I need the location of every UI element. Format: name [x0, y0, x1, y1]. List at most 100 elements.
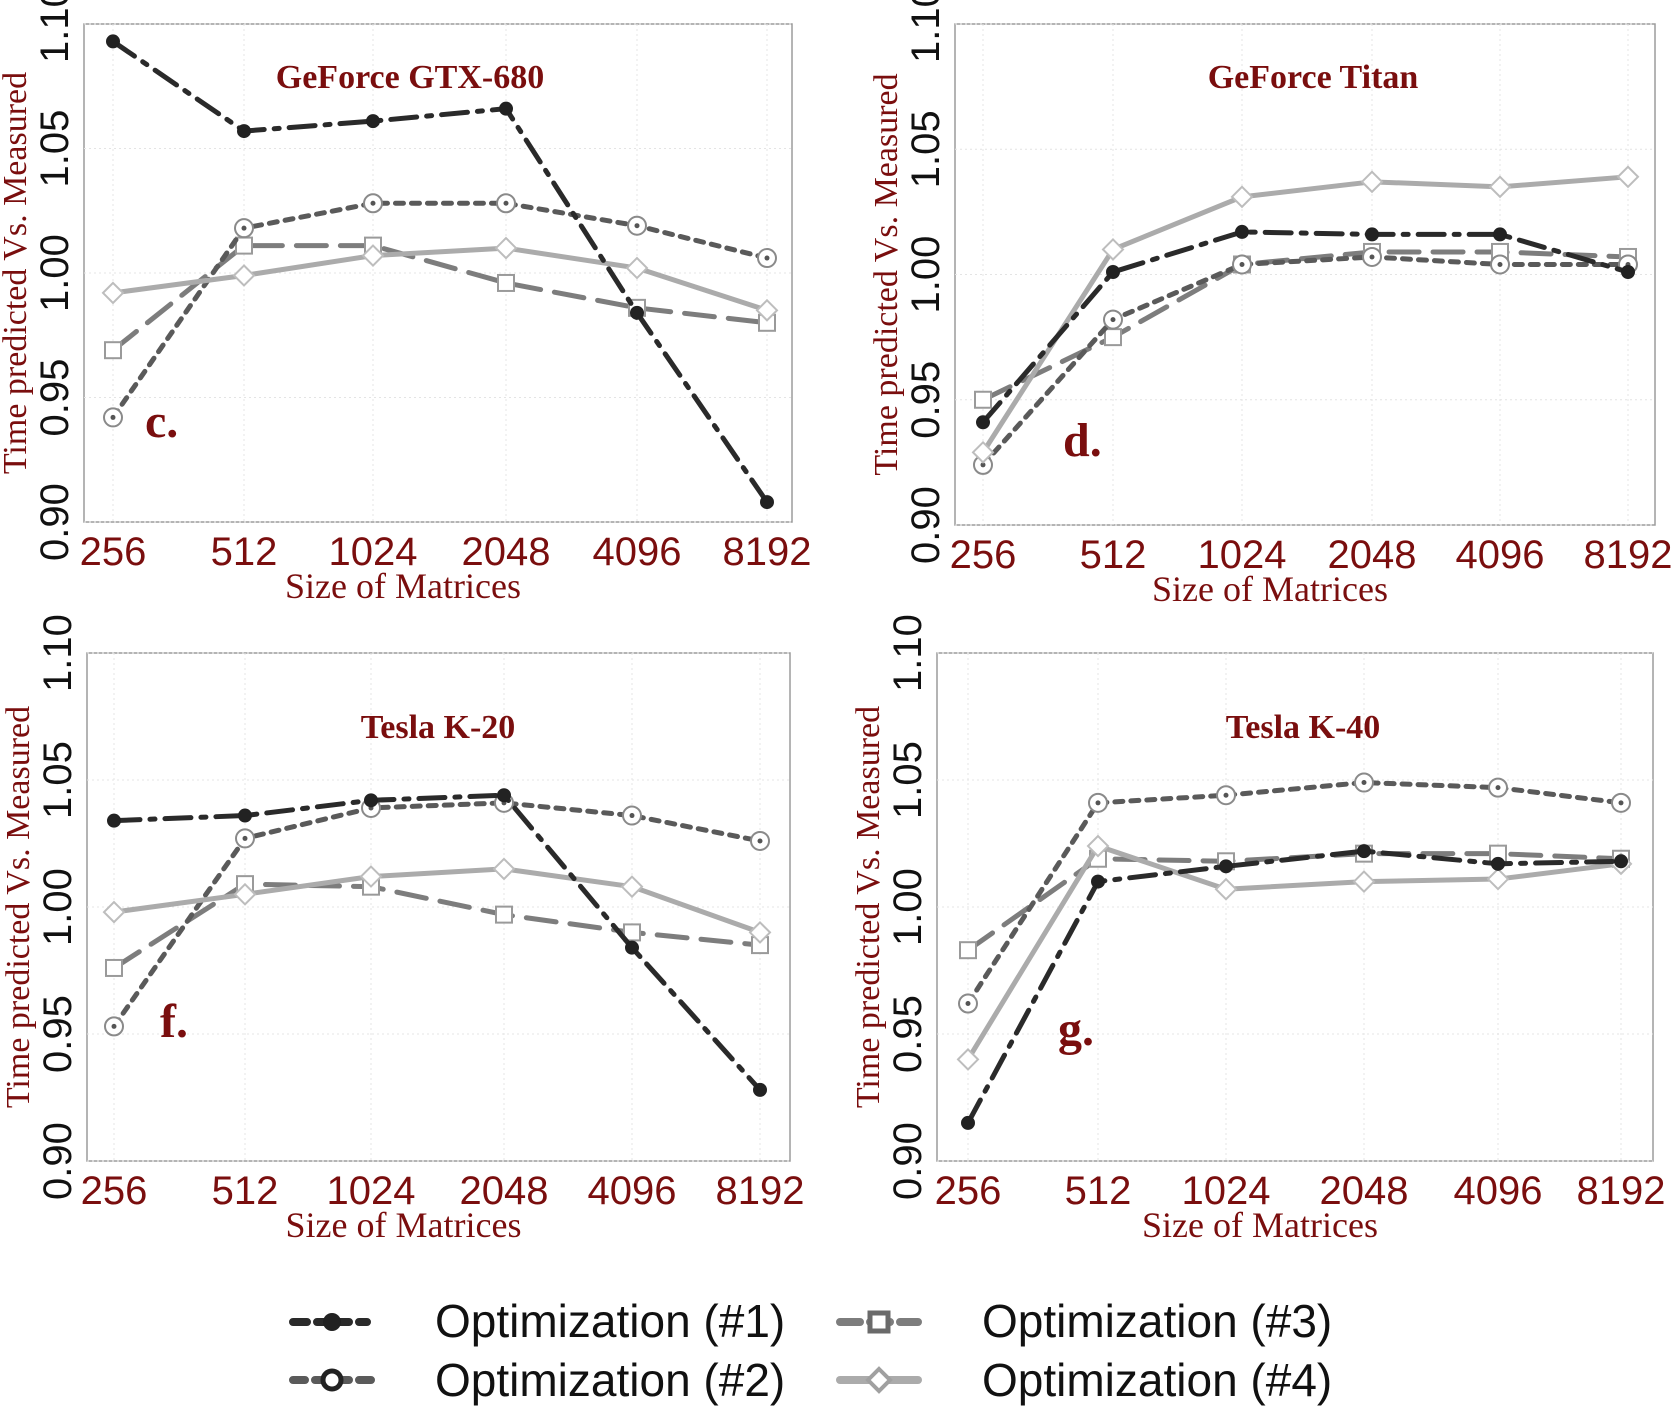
data-point	[620, 875, 644, 899]
series-1	[107, 788, 767, 1097]
series-line	[110, 243, 770, 353]
chart-title: GeForce Titan	[1208, 59, 1419, 96]
data-point-dot	[764, 255, 770, 261]
y-tick-label: 1.05	[33, 110, 77, 188]
data-point	[622, 805, 642, 826]
data-point	[105, 958, 123, 977]
legend-marker	[320, 1368, 344, 1392]
series-2	[973, 246, 1638, 475]
data-point	[750, 830, 770, 851]
data-point-dot	[503, 200, 509, 206]
x-tick-label: 256	[81, 1169, 148, 1213]
data-point-dot	[1369, 254, 1375, 260]
series-line	[965, 780, 1624, 1007]
legend-marker	[867, 1310, 891, 1334]
legend: Optimization (#1) Optimization (#2) Optimi…	[289, 1295, 1332, 1406]
x-tick-label: 2048	[460, 1169, 549, 1213]
x-tick-label: 4096	[1456, 533, 1545, 577]
data-point-dot	[1110, 317, 1116, 323]
legend-label: Optimization (#3)	[982, 1295, 1332, 1347]
y-tick-label: 0.90	[904, 486, 948, 564]
series-line	[110, 200, 770, 420]
panel-label: g.	[1058, 1003, 1094, 1056]
series-2	[103, 193, 777, 428]
y-axis-label: Time predicted Vs. Measured	[868, 73, 905, 475]
data-point	[361, 244, 385, 267]
y-tick-label: 1.05	[36, 741, 80, 819]
data-point	[1235, 224, 1249, 239]
y-tick-label: 0.95	[904, 361, 948, 439]
data-point-dot	[1223, 792, 1229, 798]
y-tick-label: 1.00	[886, 868, 930, 946]
data-point	[630, 305, 644, 320]
x-tick-label: 8192	[1577, 1169, 1666, 1213]
x-axis-label: Size of Matrices	[1142, 1205, 1378, 1245]
x-tick-label: 256	[80, 530, 147, 574]
x-tick-label: 1024	[327, 1169, 416, 1213]
series-line	[980, 174, 1631, 455]
y-tick-label: 1.10	[36, 614, 80, 692]
data-point	[366, 114, 380, 129]
data-point	[1488, 777, 1508, 798]
y-axis-label: Time predicted Vs. Measured	[0, 706, 37, 1108]
data-point	[625, 940, 639, 955]
x-axis-label: Size of Matrices	[285, 566, 521, 606]
legend-item-4: Optimization (#4)	[836, 1354, 1332, 1406]
data-point	[1491, 856, 1505, 871]
data-point	[1219, 859, 1233, 874]
data-point	[976, 415, 990, 430]
y-tick-label: 0.95	[36, 995, 80, 1073]
data-point	[1091, 874, 1105, 889]
gridlines	[955, 23, 1655, 526]
x-tick-label: 512	[1065, 1169, 1132, 1213]
legend-item-2: Optimization (#2)	[289, 1354, 785, 1406]
data-point	[956, 1047, 980, 1071]
data-point-dot	[110, 414, 116, 420]
x-tick-label: 512	[212, 1169, 279, 1213]
data-point	[1088, 792, 1108, 813]
data-point	[364, 793, 378, 808]
x-tick-label: 256	[950, 533, 1017, 577]
data-point-dot	[965, 1001, 971, 1007]
data-point	[103, 407, 123, 428]
x-tick-label: 512	[1080, 533, 1147, 577]
series-line	[980, 229, 1631, 425]
data-point	[101, 281, 125, 305]
data-point	[958, 993, 978, 1014]
data-point-dot	[1618, 800, 1624, 806]
data-point	[363, 193, 383, 214]
data-point	[1230, 185, 1254, 209]
series-4	[102, 857, 772, 944]
data-point	[235, 828, 255, 849]
chart-panel-4: 0.90 0.95 1.00 1.05 1.10 256 512 1024 2048 4096 81…	[850, 614, 1665, 1245]
x-tick-label: 2048	[462, 530, 551, 574]
data-point	[1232, 254, 1252, 275]
data-point	[106, 34, 120, 49]
gridlines	[937, 652, 1653, 1162]
legend-marker	[323, 1313, 341, 1331]
legend-label: Optimization (#1)	[435, 1295, 785, 1347]
data-point	[974, 390, 992, 409]
data-point	[359, 865, 383, 888]
y-tick-label: 0.90	[886, 1122, 930, 1200]
gridlines	[87, 652, 790, 1162]
legend-marker	[865, 1366, 893, 1394]
data-point	[494, 236, 518, 260]
data-point	[497, 273, 515, 292]
data-point	[1106, 264, 1120, 279]
data-point	[1621, 264, 1635, 279]
data-point-dot	[111, 1023, 117, 1029]
series-line	[965, 843, 1624, 1062]
data-point	[497, 788, 511, 803]
data-point-dot	[1495, 785, 1501, 791]
series-4	[101, 236, 779, 322]
data-point	[961, 1115, 975, 1130]
x-tick-label: 8192	[723, 530, 812, 574]
data-point	[1086, 834, 1110, 858]
chart-panel-3: 0.90 0.95 1.00 1.05 1.10 256 512 1024 2048 4096 81…	[0, 614, 804, 1245]
x-tick-label: 2048	[1328, 533, 1417, 577]
panel-label: f.	[160, 995, 188, 1048]
data-point	[499, 101, 513, 116]
y-tick-label: 1.00	[33, 234, 77, 312]
